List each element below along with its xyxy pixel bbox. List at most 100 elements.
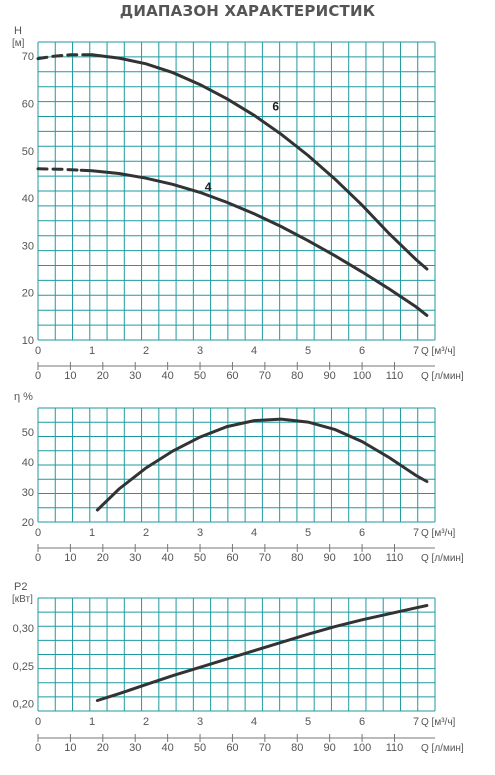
flow-tick-label: 70 bbox=[259, 742, 271, 754]
y-axis-label: H bbox=[14, 25, 22, 37]
flow-tick-label: 20 bbox=[97, 370, 109, 382]
flow-tick-label: 10 bbox=[64, 742, 76, 754]
flow-tick-label: 100 bbox=[353, 742, 371, 754]
flow-tick-label: 110 bbox=[386, 552, 404, 564]
flow-tick-label: 30 bbox=[129, 552, 141, 564]
flow-tick-label: 30 bbox=[129, 370, 141, 382]
flow-axis-label: Q [л/мин] bbox=[421, 371, 464, 382]
flow-tick-label: 60 bbox=[226, 370, 238, 382]
x-tick-label: 1 bbox=[89, 716, 95, 728]
y-tick-label: 0,20 bbox=[13, 698, 34, 710]
x-tick-label: 0 bbox=[35, 527, 41, 539]
x-tick-label: 3 bbox=[197, 716, 203, 728]
x-tick-label: 3 bbox=[197, 345, 203, 357]
flow-tick-label: 50 bbox=[194, 742, 206, 754]
y-tick-label: 50 bbox=[22, 427, 34, 439]
power-chart: P2[кВт] 0,20 0,25 0,30 0 1 2 3 4 5 6 7 Q [м³/ч] 0 10 20… bbox=[12, 581, 464, 754]
grid bbox=[37, 41, 436, 341]
flow-tick-label: 80 bbox=[291, 552, 303, 564]
curve-4-dashed bbox=[36, 167, 83, 172]
y-tick-label: 50 bbox=[22, 146, 34, 158]
flow-tick-label: 110 bbox=[386, 742, 404, 754]
y-tick-label: 40 bbox=[22, 457, 34, 469]
y-tick-label: 60 bbox=[22, 98, 34, 110]
x-tick-label: 4 bbox=[251, 527, 257, 539]
y-tick-label: 20 bbox=[22, 288, 34, 300]
x-tick-label: 2 bbox=[143, 345, 149, 357]
x-tick-label: 5 bbox=[305, 527, 311, 539]
y-tick-label: 70 bbox=[22, 51, 34, 63]
curve-4 bbox=[79, 168, 429, 317]
flow-tick-label: 0 bbox=[35, 552, 41, 564]
x-tick-label: 1 bbox=[89, 345, 95, 357]
flow-tick-label: 40 bbox=[162, 552, 174, 564]
flow-tick-label: 100 bbox=[353, 552, 371, 564]
flow-tick-label: 110 bbox=[386, 370, 404, 382]
flow-tick-label: 70 bbox=[259, 552, 271, 564]
x-tick-label: 4 bbox=[251, 716, 257, 728]
y-tick-label: 30 bbox=[22, 487, 34, 499]
flow-tick-label: 90 bbox=[324, 370, 336, 382]
curve-6 bbox=[90, 53, 429, 271]
y-axis-unit: [м] bbox=[12, 38, 25, 49]
y-axis-label: η % bbox=[14, 391, 33, 403]
y-tick-label: 0,25 bbox=[13, 661, 34, 673]
flow-tick-label: 40 bbox=[162, 742, 174, 754]
y-tick-label: 40 bbox=[22, 193, 34, 205]
grid bbox=[37, 597, 436, 712]
x-axis-label: Q [м³/ч] bbox=[421, 346, 456, 357]
flow-tick-label: 60 bbox=[226, 552, 238, 564]
curve-0 bbox=[95, 604, 429, 702]
y-axis-unit: [кВт] bbox=[12, 594, 33, 605]
x-axis-label: Q [м³/ч] bbox=[421, 717, 456, 728]
x-tick-label: 6 bbox=[359, 527, 365, 539]
x-tick-label: 7 bbox=[413, 716, 419, 728]
flow-tick-label: 80 bbox=[291, 742, 303, 754]
flow-axis-label: Q [л/мин] bbox=[421, 553, 464, 564]
page-title: ДИАПАЗОН ХАРАКТЕРИСТИК bbox=[119, 2, 376, 20]
flow-tick-label: 50 bbox=[194, 552, 206, 564]
x-tick-label: 6 bbox=[359, 345, 365, 357]
y-tick-label: 0,30 bbox=[13, 623, 34, 635]
flow-tick-label: 20 bbox=[97, 742, 109, 754]
x-tick-label: 3 bbox=[197, 527, 203, 539]
flow-tick-label: 90 bbox=[324, 552, 336, 564]
flow-tick-label: 60 bbox=[226, 742, 238, 754]
curve-label: 6 bbox=[272, 100, 279, 114]
flow-tick-label: 0 bbox=[35, 742, 41, 754]
flow-tick-label: 80 bbox=[291, 370, 303, 382]
x-axis-label: Q [м³/ч] bbox=[421, 528, 456, 539]
flow-tick-label: 90 bbox=[324, 742, 336, 754]
x-tick-label: 0 bbox=[35, 716, 41, 728]
curve-label: 4 bbox=[205, 180, 212, 194]
x-tick-label: 5 bbox=[305, 716, 311, 728]
y-tick-label: 20 bbox=[22, 517, 34, 529]
x-tick-label: 7 bbox=[413, 527, 419, 539]
curve-6-dashed bbox=[36, 53, 94, 61]
y-axis-label: P2 bbox=[14, 581, 27, 593]
flow-tick-label: 0 bbox=[35, 370, 41, 382]
efficiency-chart: η % 20 30 40 50 0 1 2 3 4 5 6 7 Q [м³/ч] 0 10 20 30 40 50 60… bbox=[14, 391, 464, 564]
flow-tick-label: 70 bbox=[259, 370, 271, 382]
flow-axis-label: Q [л/мин] bbox=[421, 743, 464, 754]
x-tick-label: 7 bbox=[413, 345, 419, 357]
flow-tick-label: 30 bbox=[129, 742, 141, 754]
y-tick-label: 10 bbox=[22, 335, 34, 347]
flow-tick-label: 40 bbox=[162, 370, 174, 382]
flow-tick-label: 10 bbox=[64, 552, 76, 564]
x-tick-label: 2 bbox=[143, 716, 149, 728]
flow-tick-label: 50 bbox=[194, 370, 206, 382]
flow-tick-label: 10 bbox=[64, 370, 76, 382]
x-tick-label: 5 bbox=[305, 345, 311, 357]
flow-tick-label: 100 bbox=[353, 370, 371, 382]
flow-tick-label: 20 bbox=[97, 552, 109, 564]
x-tick-label: 4 bbox=[251, 345, 257, 357]
x-tick-label: 6 bbox=[359, 716, 365, 728]
x-tick-label: 2 bbox=[143, 527, 149, 539]
y-tick-label: 30 bbox=[22, 240, 34, 252]
x-tick-label: 1 bbox=[89, 527, 95, 539]
grid bbox=[37, 407, 436, 523]
x-tick-label: 0 bbox=[35, 345, 41, 357]
